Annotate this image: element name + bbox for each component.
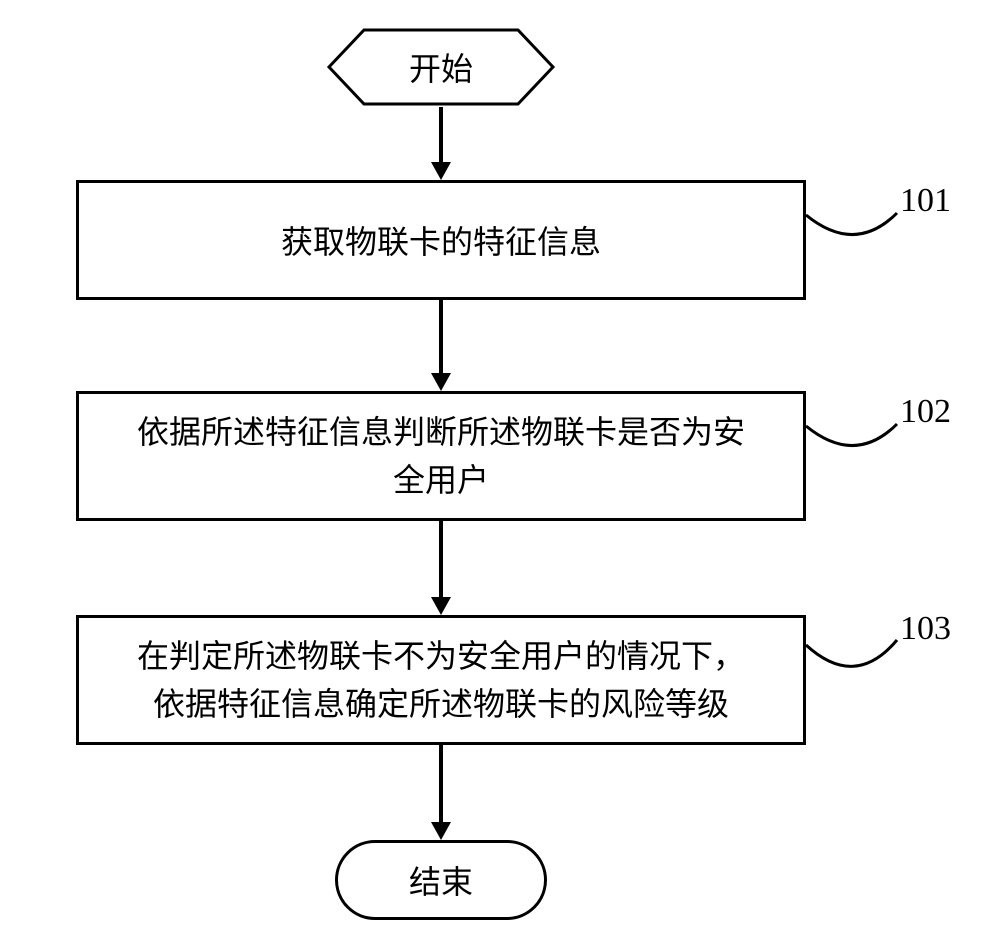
step1-text: 获取物联卡的特征信息	[281, 217, 601, 263]
step-label-103: 103	[900, 610, 951, 648]
end-label: 结束	[409, 857, 473, 903]
step-label-102: 102	[900, 393, 951, 431]
start-label: 开始	[326, 27, 556, 107]
step3-text-line1: 在判定所述物联卡不为安全用户的情况下，	[137, 632, 745, 680]
step2-text-line1: 依据所述特征信息判断所述物联卡是否为安	[137, 408, 745, 456]
start-node: 开始	[326, 27, 556, 107]
step3-text-line2: 依据特征信息确定所述物联卡的风险等级	[153, 680, 729, 728]
step2-node: 依据所述特征信息判断所述物联卡是否为安 全用户	[76, 391, 806, 521]
step2-text-line2: 全用户	[393, 456, 489, 504]
step3-node: 在判定所述物联卡不为安全用户的情况下， 依据特征信息确定所述物联卡的风险等级	[76, 615, 806, 745]
step1-node: 获取物联卡的特征信息	[76, 180, 806, 300]
step-label-101: 101	[900, 182, 951, 220]
end-node: 结束	[335, 840, 547, 920]
